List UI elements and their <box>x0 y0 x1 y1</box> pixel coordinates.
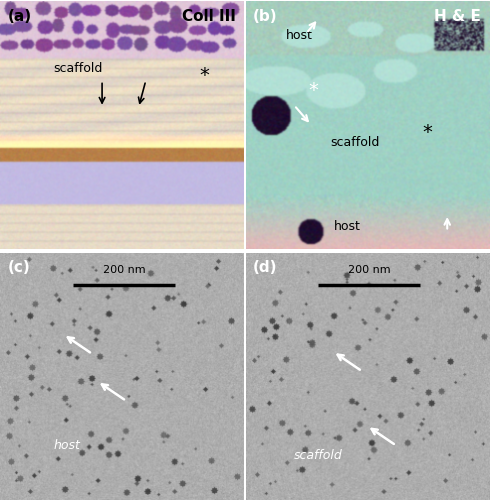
Text: *: * <box>199 66 209 85</box>
Text: (b): (b) <box>253 8 277 24</box>
Text: Coll III: Coll III <box>182 8 236 24</box>
Text: *: * <box>423 123 433 142</box>
Text: host: host <box>286 30 312 43</box>
Text: H & E: H & E <box>435 8 481 24</box>
Text: scaffold: scaffold <box>294 449 343 462</box>
Text: *: * <box>309 81 319 100</box>
Text: scaffold: scaffold <box>330 136 380 149</box>
Text: scaffold: scaffold <box>54 62 103 74</box>
Text: (d): (d) <box>253 260 277 275</box>
Text: 200 nm: 200 nm <box>348 265 391 275</box>
Text: 200 nm: 200 nm <box>103 265 145 275</box>
Text: (c): (c) <box>7 260 30 275</box>
Text: (a): (a) <box>7 8 31 24</box>
Text: host: host <box>334 220 361 233</box>
Text: host: host <box>54 439 81 452</box>
